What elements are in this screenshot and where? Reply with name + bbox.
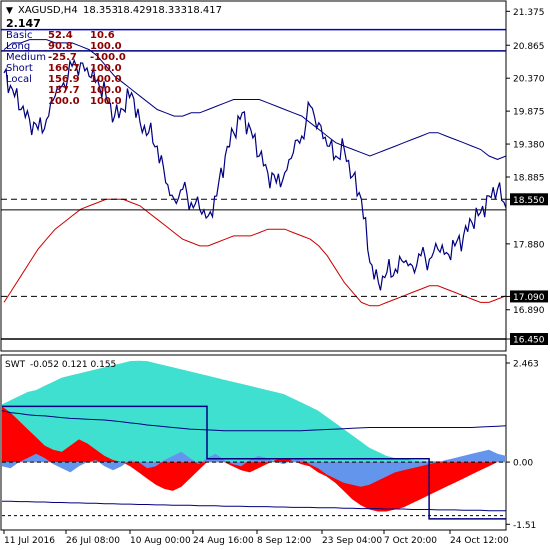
- summary-row-value-b: -100.0: [90, 52, 126, 63]
- time-axis-label: 11 Jul 2016: [4, 536, 55, 546]
- ohlc-low: 18.333: [152, 5, 187, 16]
- lower-band-line: [3, 198, 507, 307]
- price-tag-label: 18.550: [513, 196, 545, 206]
- indicator-step-line: [2, 405, 506, 520]
- price-panel: [0, 0, 507, 352]
- summary-row-label: Local: [6, 74, 32, 85]
- indicator-lower-line: [2, 500, 506, 512]
- ohlc-high: 18.429: [117, 5, 152, 16]
- summary-row-value-a: -25.7: [48, 52, 77, 63]
- summary-row-value-a: 166.7: [48, 63, 80, 74]
- price-panel-frame: [0, 0, 507, 352]
- indicator-lines: [1, 405, 507, 520]
- price-tag-label: 16.450: [513, 336, 545, 346]
- summary-row-value-b: 100.0: [90, 41, 122, 52]
- summary-row-label: Short: [6, 63, 33, 74]
- collapse-triangle-icon[interactable]: ▼: [6, 6, 13, 16]
- summary-row-value-a: 52.4: [48, 30, 73, 41]
- summary-row-value-a: 137.7: [48, 85, 80, 96]
- summary-row-label: Long: [6, 41, 30, 52]
- price-tag-label: 17.090: [513, 293, 545, 303]
- price-tag-bg: [510, 333, 548, 346]
- price-axis-label: 17.880: [513, 240, 545, 250]
- price-axis-label: 19.380: [513, 141, 545, 151]
- upper-band-line: [3, 39, 507, 160]
- indicator-values: -0.052 0.121 0.155: [30, 360, 116, 370]
- summary-row-value-a: 156.9: [48, 74, 80, 85]
- indicator-value: 2.147: [6, 17, 41, 30]
- time-axis-label: 26 Jul 08:00: [66, 536, 120, 546]
- time-axis-label: 7 Oct 20:00: [384, 536, 437, 546]
- indicator-upper-line: [1, 410, 507, 432]
- indicator-axis-label: 2.463: [513, 360, 539, 370]
- time-axis: 11 Jul 2016 26 Jul 08:00 10 Aug 00:00 24 Au…: [3, 530, 509, 546]
- summary-row-value-a: 90.8: [48, 41, 73, 52]
- summary-row-value-b: 10.6: [90, 30, 115, 41]
- time-axis-label: 10 Aug 00:00: [130, 536, 191, 546]
- indicator-name: SWT: [5, 360, 26, 370]
- price-axis-label: 19.875: [513, 108, 545, 118]
- envelope-area: [2, 360, 506, 463]
- indicator-axis-label: -1.51: [513, 521, 536, 531]
- price-axis-label: 20.370: [513, 75, 545, 85]
- price-series: [3, 58, 507, 291]
- chart-header: ▼ XAGUSD,H4 18.353 18.429 18.333 18.417 …: [6, 5, 222, 30]
- summary-row-value-a: 100.0: [48, 96, 80, 107]
- symbol-header: XAGUSD,H4: [18, 5, 78, 16]
- price-axis-label: 18.885: [513, 173, 545, 183]
- price-axis: 21.375 20.865 20.370 19.875 19.380 18.885 18.5…: [506, 8, 548, 346]
- summary-row-value-b: 100.0: [90, 96, 122, 107]
- summary-table: Basic 52.4 10.6 Long 90.8 100.0 Medium -25.7 -10…: [6, 30, 126, 107]
- summary-row-value-b: 100.0: [90, 85, 122, 96]
- summary-row-label: Basic: [6, 30, 32, 41]
- price-axis-label: 21.375: [513, 8, 545, 18]
- price-tag-bg: [510, 290, 548, 303]
- ohlc-close: 18.417: [187, 5, 222, 16]
- time-axis-label: 8 Sep 12:00: [257, 536, 312, 546]
- indicator-axis-label: 0.00: [513, 459, 533, 469]
- summary-row-value-b: 100.0: [90, 63, 122, 74]
- red-area: [2, 406, 506, 512]
- price-axis-label: 20.865: [513, 42, 545, 52]
- price-tag-bg: [510, 193, 548, 206]
- price-bands: [3, 39, 507, 307]
- time-axis-label: 24 Aug 16:00: [193, 536, 254, 546]
- summary-row-label: Medium: [6, 52, 46, 63]
- time-axis-label: 23 Sep 04:00: [322, 536, 382, 546]
- price-levels: [1, 28, 506, 340]
- indicator-panel: SWT -0.052 0.121 0.155: [0, 354, 507, 531]
- blue-area: [2, 449, 506, 487]
- time-axis-label: 24 Oct 12:00: [450, 536, 509, 546]
- indicator-fills: [2, 360, 506, 512]
- indicator-axis: 2.463 0.00 -1.51: [506, 360, 539, 531]
- summary-row-value-b: 100.0: [90, 74, 122, 85]
- ohlc-open: 18.353: [83, 5, 118, 16]
- price-axis-label: 16.890: [513, 306, 545, 316]
- price-line: [3, 58, 507, 291]
